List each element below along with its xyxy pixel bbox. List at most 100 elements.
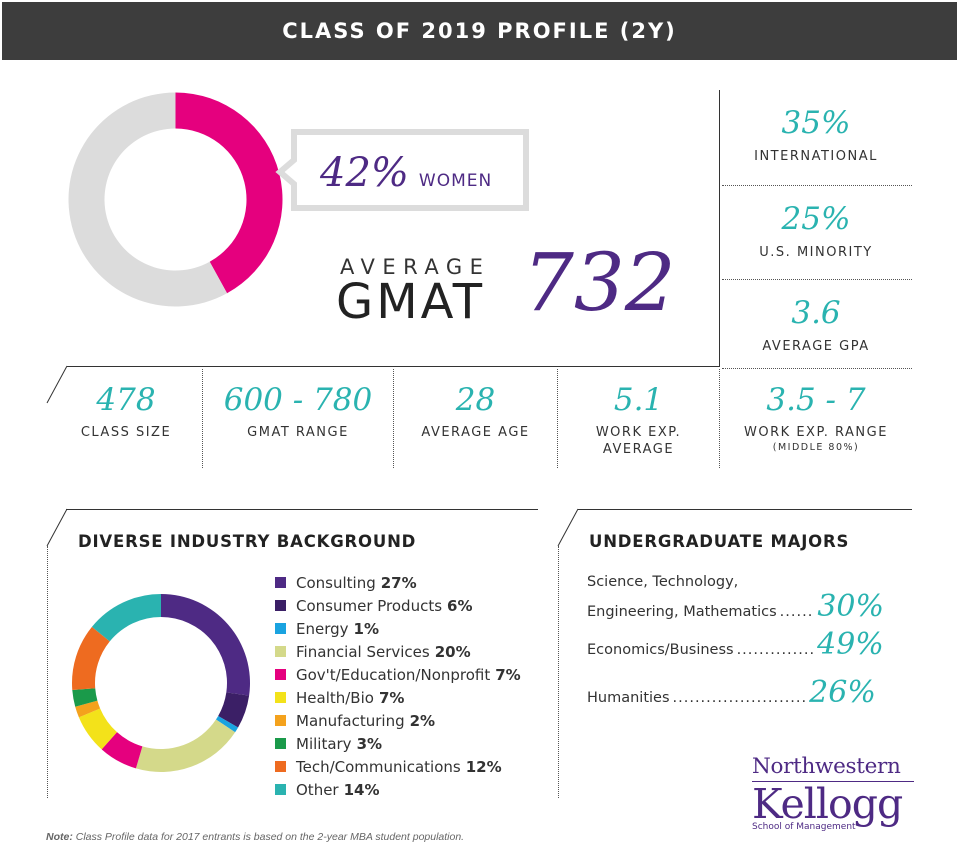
logo-northwestern: Northwestern (752, 754, 901, 779)
side-stat-minority: 25% U.S. MINORITY (720, 186, 912, 280)
row-stat-work-exp: 5.1 WORK EXP. AVERAGE (558, 382, 719, 458)
row-stat-label: CLASS SIZE (80, 425, 172, 440)
legend-label: Manufacturing (296, 711, 405, 730)
industry-frame-corner (46, 508, 68, 547)
major-item-humanities: Humanities ........................ 26% (587, 675, 907, 710)
legend-swatch (275, 646, 286, 657)
legend-item: Other 14% (275, 778, 545, 801)
legend-item: Military 3% (275, 732, 545, 755)
row-stat-label: AVERAGE AGE (421, 425, 530, 440)
legend-value: 12% (465, 757, 502, 776)
major-label: Economics/Business (587, 642, 734, 658)
industry-legend: Consulting 27% Consumer Products 6% Energy 1%… (275, 571, 545, 801)
major-item-econ: Economics/Business .............. 49% (587, 627, 907, 662)
side-stat-gpa: 3.6 AVERAGE GPA (720, 280, 912, 368)
row-divider (393, 369, 394, 468)
side-stat-label: INTERNATIONAL (754, 149, 878, 164)
legend-item: Consulting 27% (275, 571, 545, 594)
industry-slice-consumer-products (218, 692, 250, 728)
frame-vertical (719, 90, 720, 366)
major-label: Humanities (587, 690, 670, 706)
row-stat-label-2: AVERAGE (602, 442, 675, 457)
legend-label: Other (296, 780, 339, 799)
legend-swatch (275, 623, 286, 634)
legend-swatch (275, 600, 286, 611)
side-stat-value: 35% (781, 105, 851, 141)
row-stat-sub: (MIDDLE 80%) (772, 442, 860, 453)
women-slice-women (175, 92, 283, 294)
major-value: 30% (817, 589, 885, 624)
industry-slice-military (72, 688, 98, 707)
side-divider (722, 279, 912, 280)
footer-note: Note: Class Profile data for 2017 entran… (46, 831, 464, 843)
women-slice-other (68, 92, 228, 307)
legend-item: Health/Bio 7% (275, 686, 545, 709)
row-stat-value: 5.1 (613, 382, 664, 418)
row-stat-value: 3.5 - 7 (766, 382, 866, 418)
legend-label: Consulting (296, 573, 376, 592)
industry-slice-tech-communications (72, 626, 110, 691)
kellogg-logo: Northwestern Kellogg School of Managemen… (752, 756, 914, 832)
legend-swatch (275, 692, 286, 703)
major-dots: .............. (736, 642, 816, 658)
industry-slice-other (91, 594, 161, 642)
industry-slice-financial-services (135, 719, 236, 772)
gmat-prefix: AVERAGE (340, 255, 491, 279)
row-divider (202, 369, 203, 468)
side-stat-value: 3.6 (791, 295, 841, 331)
women-donut-chart (68, 92, 283, 307)
row-stat-label: WORK EXP. RANGE (744, 425, 888, 440)
legend-item: Gov't/Education/Nonprofit 7% (275, 663, 545, 686)
legend-label: Health/Bio (296, 688, 374, 707)
legend-item: Consumer Products 6% (275, 594, 545, 617)
industry-title: DIVERSE INDUSTRY BACKGROUND (78, 532, 417, 551)
frame-corner (46, 365, 68, 404)
legend-value: 2% (409, 711, 436, 730)
industry-slice-energy (215, 716, 239, 733)
side-stat-label: AVERAGE GPA (762, 339, 870, 354)
legend-label: Financial Services (296, 642, 430, 661)
row-stat-value: 28 (455, 382, 496, 418)
row-stat-label: WORK EXP. (595, 425, 682, 440)
legend-swatch (275, 761, 286, 772)
footer-note-text: Class Profile data for 2017 entrants is … (72, 831, 465, 843)
legend-value: 3% (356, 734, 383, 753)
logo-kellogg: Kellogg (752, 779, 903, 828)
women-label: WOMEN (418, 171, 493, 191)
majors-title: UNDERGRADUATE MAJORS (589, 532, 850, 551)
legend-swatch (275, 715, 286, 726)
frame-horizontal (67, 366, 720, 367)
major-item-stem: Science, Technology, Engineering, Mathem… (587, 571, 907, 624)
major-dots: ...... (779, 604, 814, 620)
legend-label: Energy (296, 619, 349, 638)
industry-frame-left (47, 546, 48, 798)
legend-value: 7% (495, 665, 521, 684)
gmat-label: GMAT (336, 274, 486, 330)
row-divider (557, 369, 558, 468)
row-stat-gmat-range: 600 - 780 GMAT RANGE (203, 385, 393, 441)
legend-item: Financial Services 20% (275, 640, 545, 663)
row-stat-class-size: 478 CLASS SIZE (50, 385, 202, 441)
legend-label: Tech/Communications (296, 757, 461, 776)
major-dots: ........................ (672, 690, 808, 706)
page-header: CLASS OF 2019 PROFILE (2Y) (2, 2, 957, 60)
major-value: 26% (809, 675, 876, 710)
major-label: Engineering, Mathematics (587, 604, 777, 620)
legend-value: 27% (380, 573, 417, 592)
legend-swatch (275, 784, 286, 795)
industry-donut-chart (72, 594, 250, 772)
legend-swatch (275, 738, 286, 749)
row-divider (719, 369, 720, 468)
legend-value: 7% (378, 688, 405, 707)
legend-value: 14% (343, 780, 380, 799)
legend-item: Tech/Communications 12% (275, 755, 545, 778)
row-stat-average-age: 28 AVERAGE AGE (394, 382, 557, 441)
legend-item: Manufacturing 2% (275, 709, 545, 732)
industry-frame-top (66, 509, 538, 510)
women-callout-frame (275, 129, 529, 211)
section-divider (558, 546, 559, 798)
legend-value: 6% (447, 596, 473, 615)
side-divider (722, 368, 912, 369)
footer-note-label: Note: (46, 831, 73, 843)
women-percent: 42% (320, 150, 409, 196)
